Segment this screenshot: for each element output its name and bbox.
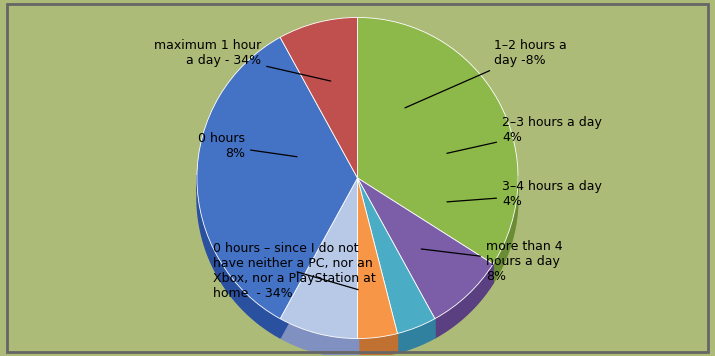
Text: 0 hours – since I do not
have neither a PC, nor an
Xbox, nor a PlayStation at
ho: 0 hours – since I do not have neither a … [213,242,376,300]
Text: 0 hours
8%: 0 hours 8% [198,132,297,160]
Polygon shape [358,334,398,356]
Polygon shape [197,175,280,338]
Wedge shape [358,178,435,334]
Polygon shape [398,319,435,353]
Polygon shape [280,178,358,338]
Wedge shape [280,17,358,178]
Polygon shape [280,178,358,338]
Polygon shape [435,264,493,338]
Text: 1–2 hours a
day -8%: 1–2 hours a day -8% [405,39,567,108]
Polygon shape [358,178,398,353]
Wedge shape [358,17,518,264]
Text: 3–4 hours a day
4%: 3–4 hours a day 4% [447,180,602,208]
Polygon shape [358,178,493,283]
Wedge shape [358,178,493,319]
Polygon shape [493,176,518,283]
Polygon shape [358,178,493,283]
Text: maximum 1 hour
a day - 34%: maximum 1 hour a day - 34% [154,39,331,81]
Wedge shape [358,178,398,339]
Text: more than 4
hours a day
8%: more than 4 hours a day 8% [421,240,563,283]
Wedge shape [197,37,358,319]
Polygon shape [358,178,435,338]
Polygon shape [358,178,398,353]
Polygon shape [280,319,358,356]
Text: 2–3 hours a day
4%: 2–3 hours a day 4% [447,116,602,153]
Wedge shape [280,178,358,339]
Polygon shape [358,178,435,338]
